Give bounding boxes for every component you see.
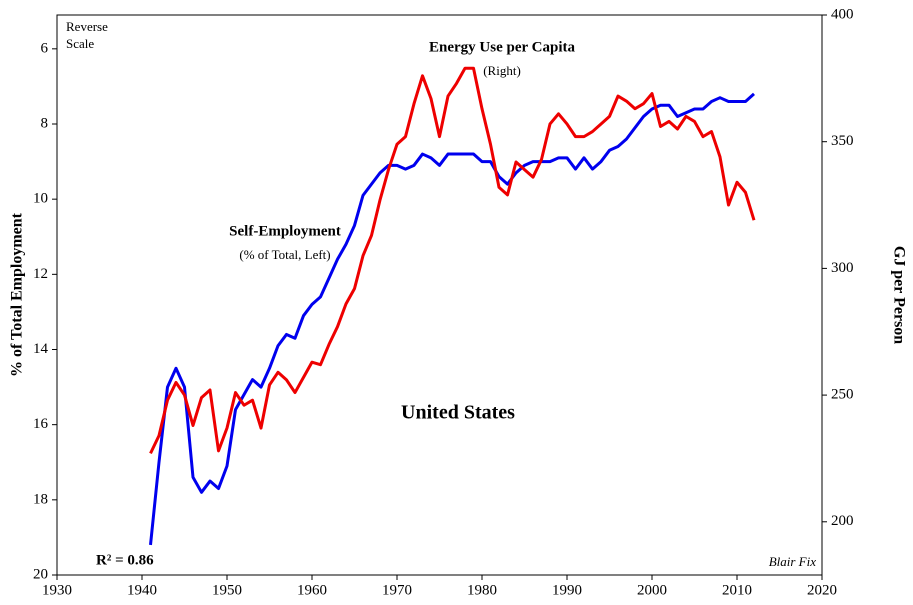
y2-axis-label: GJ per Person: [890, 246, 907, 344]
y-tick-label: 10: [33, 191, 48, 207]
series-line: [149, 66, 756, 455]
reverse-note: Reverse: [66, 19, 108, 34]
y-tick-label: 16: [33, 416, 49, 432]
x-tick-label: 1950: [212, 582, 242, 598]
r-squared: R² = 0.86: [96, 552, 154, 568]
series-label: Energy Use per Capita: [429, 39, 575, 55]
y-tick-label: 8: [41, 115, 49, 131]
x-tick-label: 2010: [722, 582, 752, 598]
region-label: United States: [401, 402, 515, 424]
series-note: (Right): [483, 63, 521, 78]
series-label: Self-Employment: [229, 223, 341, 239]
y2-tick-label: 200: [831, 513, 854, 529]
y-tick-label: 20: [33, 566, 48, 582]
x-tick-label: 2020: [807, 582, 837, 598]
y2-tick-label: 300: [831, 260, 854, 276]
x-tick-label: 1960: [297, 582, 327, 598]
y-tick-label: 18: [33, 491, 48, 507]
y-axis-label: % of Total Employment: [9, 212, 26, 377]
x-tick-label: 1980: [467, 582, 497, 598]
series-line: [149, 92, 755, 546]
y-tick-label: 12: [33, 266, 48, 282]
credit: Blair Fix: [769, 554, 817, 569]
y-tick-label: 6: [41, 40, 49, 56]
reverse-note: Scale: [66, 36, 94, 51]
x-tick-label: 1990: [552, 582, 582, 598]
x-tick-label: 1970: [382, 582, 412, 598]
y-tick-label: 14: [33, 341, 49, 357]
series-note: (% of Total, Left): [239, 247, 330, 262]
x-tick-label: 1940: [127, 582, 157, 598]
x-tick-label: 1930: [42, 582, 72, 598]
x-tick-label: 2000: [637, 582, 667, 598]
y2-tick-label: 250: [831, 387, 854, 403]
y2-tick-label: 350: [831, 133, 854, 149]
plot-frame: [56, 14, 823, 576]
y2-tick-label: 400: [831, 6, 854, 22]
